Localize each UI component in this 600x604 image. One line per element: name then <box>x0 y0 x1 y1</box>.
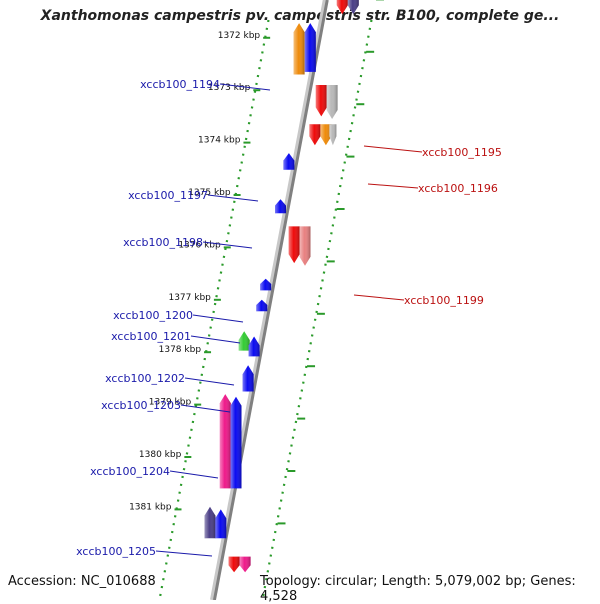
gene-arrow-shade <box>242 365 254 392</box>
gene-arrow-shade <box>256 299 268 312</box>
gene-arrow-shade <box>299 226 311 266</box>
gene-arrow[interactable] <box>304 23 316 72</box>
tick-label: 1380 kbp <box>139 450 182 460</box>
gene-arrow[interactable] <box>215 509 227 539</box>
gene-arrow-shade <box>239 556 251 573</box>
gene-leader-line <box>353 294 405 301</box>
gene-arrow-shade <box>283 153 295 170</box>
map-title: Xanthomonas campestris pv. campestris st… <box>40 8 560 24</box>
gene-arrow-shade <box>275 199 286 214</box>
gene-leader-line <box>192 314 244 323</box>
accession-text: Accession: NC_010688 <box>8 574 156 589</box>
gene-arrow-shade <box>304 23 316 72</box>
gene-arrow[interactable] <box>315 85 327 117</box>
gene-arrow-shade <box>219 394 231 489</box>
gene-arrow-shade <box>326 85 338 119</box>
backbone-line <box>212 0 329 600</box>
gene-arrow-shade <box>336 0 348 15</box>
tick-label: 1373 kbp <box>208 83 251 93</box>
gene-arrow-shade <box>230 396 242 489</box>
gene-arrow[interactable] <box>336 0 348 15</box>
tick-label: 1374 kbp <box>198 136 241 146</box>
gene-arrow-shade <box>329 124 337 146</box>
gene-arrow[interactable] <box>230 396 242 489</box>
gene-arrow[interactable] <box>299 226 311 266</box>
gene-arrow[interactable] <box>288 226 300 264</box>
gene-arrow-shade <box>204 506 216 539</box>
gene-arrow-shade <box>260 278 272 291</box>
gene-label-xccb100_1205[interactable]: xccb100_1205 <box>76 545 156 558</box>
gene-label-xccb100_1200[interactable]: xccb100_1200 <box>113 309 193 322</box>
backbone <box>209 0 329 600</box>
gene-arrow[interactable] <box>248 336 260 357</box>
gene-arrow-shade <box>248 336 260 357</box>
gene-arrow[interactable] <box>326 85 338 119</box>
gene-arrow[interactable] <box>260 278 272 291</box>
gene-arrow-shade <box>228 556 240 573</box>
gene-leader-line <box>202 241 253 249</box>
gene-arrow-shade <box>309 124 321 146</box>
gene-label-xccb100_1195[interactable]: xccb100_1195 <box>422 146 502 159</box>
gene-arrow[interactable] <box>347 0 359 15</box>
gene-arrow-shade <box>293 23 305 75</box>
gene-arrow[interactable] <box>239 556 251 573</box>
gene-leader-line <box>190 335 241 344</box>
gene-label-xccb100_1199[interactable]: xccb100_1199 <box>404 294 484 307</box>
gene-labels[interactable]: xccb100_1194 xccb100_1195 xccb100_1196xccb… <box>76 78 502 558</box>
gene-arrow[interactable] <box>309 124 321 146</box>
gene-arrow[interactable] <box>275 199 286 214</box>
gene-leader-line <box>207 194 259 202</box>
genes[interactable] <box>204 0 359 573</box>
gene-label-xccb100_1194[interactable]: xccb100_1194 <box>140 78 220 91</box>
gene-leader-line <box>219 83 271 91</box>
gene-arrow[interactable] <box>219 394 231 489</box>
tick-label: 1381 kbp <box>129 502 172 512</box>
gene-label-xccb100_1204[interactable]: xccb100_1204 <box>90 465 170 478</box>
tick-label: 1375 kbp <box>188 188 231 198</box>
gene-arrow[interactable] <box>228 556 240 573</box>
tick-label: 1377 kbp <box>168 293 211 303</box>
gene-arrow[interactable] <box>293 23 305 75</box>
gene-arrow-shade <box>288 226 300 264</box>
gene-label-xccb100_1198[interactable]: xccb100_1198 <box>123 236 203 249</box>
gene-leader-line <box>180 404 231 413</box>
gene-arrow-shade <box>238 331 250 351</box>
gene-leader-line <box>363 145 423 153</box>
gene-label-xccb100_1196[interactable]: xccb100_1196 <box>418 182 498 195</box>
gene-arrow[interactable] <box>283 153 295 170</box>
gene-arrow-shade <box>347 0 359 15</box>
gene-leader-line <box>367 183 419 189</box>
tick-label: 1372 kbp <box>218 31 261 41</box>
backbone-shadow <box>209 0 328 600</box>
gene-label-xccb100_1201[interactable]: xccb100_1201 <box>111 330 191 343</box>
gene-arrow-shade <box>320 124 332 146</box>
gene-leader-line <box>155 550 213 557</box>
gene-arrow[interactable] <box>204 506 216 539</box>
gene-arrow[interactable] <box>329 124 337 146</box>
gene-label-xccb100_1202[interactable]: xccb100_1202 <box>105 372 185 385</box>
gene-label-xccb100_1203[interactable]: xccb100_1203 <box>101 399 181 412</box>
gene-arrow[interactable] <box>320 124 332 146</box>
gene-leader-line <box>184 377 235 386</box>
gene-arrow[interactable] <box>242 365 254 392</box>
tick-label: 1376 kbp <box>178 240 221 250</box>
gene-arrow[interactable] <box>238 331 250 351</box>
tick-label: 1378 kbp <box>159 345 202 355</box>
gene-leader-line <box>169 470 219 479</box>
gene-arrow-shade <box>215 509 227 539</box>
gene-arrow-shade <box>315 85 327 117</box>
tick-label: 1379 kbp <box>149 398 192 408</box>
gene-label-xccb100_1197[interactable]: xccb100_1197 <box>128 189 208 202</box>
gene-arrow[interactable] <box>256 299 268 312</box>
